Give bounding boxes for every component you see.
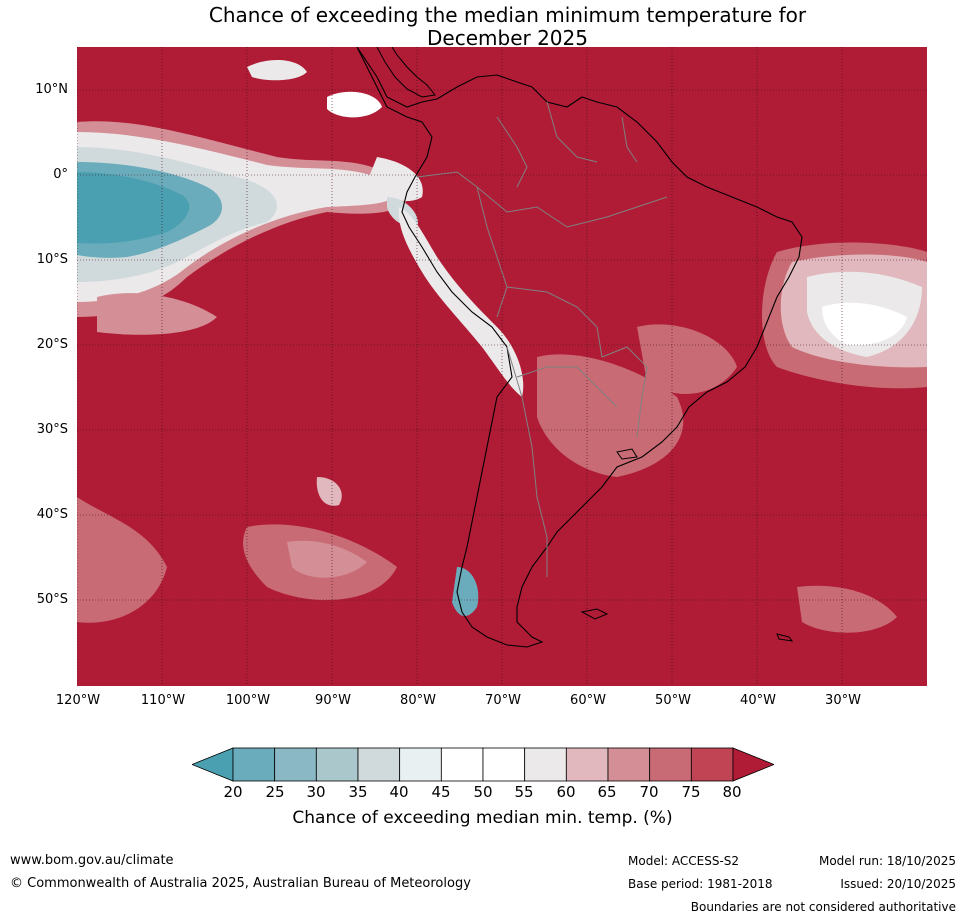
title-line-2: December 2025	[427, 26, 588, 50]
colorbar-bin	[274, 747, 317, 782]
map-panel	[76, 46, 927, 686]
lat-label-40s: 40°S	[36, 507, 68, 522]
lat-label-50s: 50°S	[36, 592, 68, 607]
colorbar-bin	[357, 747, 401, 782]
country-borders	[416, 101, 668, 577]
colorbar-arrow-high	[732, 747, 776, 782]
colorbar-arrow-low	[190, 747, 234, 782]
colorbar-tick-80: 80	[722, 783, 742, 801]
colorbar-tick-50: 50	[473, 783, 493, 801]
graticule	[76, 47, 927, 686]
lon-label-40w: 40°W	[740, 693, 776, 708]
colorbar-tick-40: 40	[389, 783, 409, 801]
colorbar-tick-45: 45	[431, 783, 451, 801]
lon-label-100w: 100°W	[225, 693, 271, 708]
footer-base-period: Base period: 1981-2018	[628, 877, 773, 891]
footer-copyright: © Commonwealth of Australia 2025, Austra…	[10, 876, 471, 891]
colorbar-bin	[524, 747, 567, 782]
title-line-1: Chance of exceeding the median minimum t…	[208, 3, 807, 27]
colorbar-bin	[232, 747, 276, 782]
lon-label-90w: 90°W	[315, 693, 351, 708]
south-america-coastline	[356, 46, 803, 648]
colorbar-bin	[607, 747, 651, 782]
colorbar-bin	[649, 747, 692, 782]
lon-label-50w: 50°W	[655, 693, 691, 708]
lat-label-10s: 10°S	[36, 252, 68, 267]
colorbar-tick-70: 70	[639, 783, 659, 801]
footer-issued: Issued: 20/10/2025	[840, 877, 956, 891]
colorbar-bin	[315, 747, 359, 782]
colorbar-bin	[440, 747, 484, 782]
colorbar-tick-60: 60	[556, 783, 576, 801]
colorbar-tick-25: 25	[265, 783, 285, 801]
colorbar-tick-65: 65	[597, 783, 617, 801]
colorbar-graphic	[190, 747, 776, 782]
andes-anomaly	[316, 207, 524, 617]
footer-url[interactable]: www.bom.gov.au/climate	[10, 853, 174, 868]
lat-label-30s: 30°S	[36, 422, 68, 437]
lon-label-110w: 110°W	[140, 693, 186, 708]
lon-label-70w: 70°W	[485, 693, 521, 708]
footer-model: Model: ACCESS-S2	[628, 854, 740, 868]
lat-label-20s: 20°S	[36, 337, 68, 352]
colorbar-bin	[482, 747, 526, 782]
lon-label-60w: 60°W	[570, 693, 606, 708]
central-america-coastline	[376, 46, 436, 98]
islands	[580, 448, 794, 642]
lon-label-120w: 120°W	[55, 693, 101, 708]
colorbar-tick-20: 20	[223, 783, 243, 801]
map-title: Chance of exceeding the median minimum t…	[0, 4, 965, 50]
colorbar-tick-75: 75	[681, 783, 701, 801]
footer-model-run: Model run: 18/10/2025	[818, 854, 956, 868]
mid-latitude-patches	[77, 293, 897, 633]
lon-label-30w: 30°W	[825, 693, 861, 708]
probability-map	[76, 46, 927, 686]
lat-label-0: 0°	[53, 167, 68, 182]
south-atlantic-anomaly	[762, 242, 927, 389]
footer-disclaimer: Boundaries are not considered authoritat…	[690, 900, 956, 914]
colorbar-tick-30: 30	[306, 783, 326, 801]
colorbar-bin	[565, 747, 609, 782]
colorbar	[190, 746, 776, 786]
lon-label-80w: 80°W	[400, 693, 436, 708]
colorbar-bin	[399, 747, 442, 782]
colorbar-label: Chance of exceeding median min. temp. (%…	[292, 808, 673, 828]
colorbar-bin	[690, 747, 734, 782]
lat-label-10n: 10°N	[35, 82, 68, 97]
equatorial-pacific-anomaly	[77, 60, 423, 317]
colorbar-tick-55: 55	[514, 783, 534, 801]
colorbar-tick-35: 35	[348, 783, 368, 801]
